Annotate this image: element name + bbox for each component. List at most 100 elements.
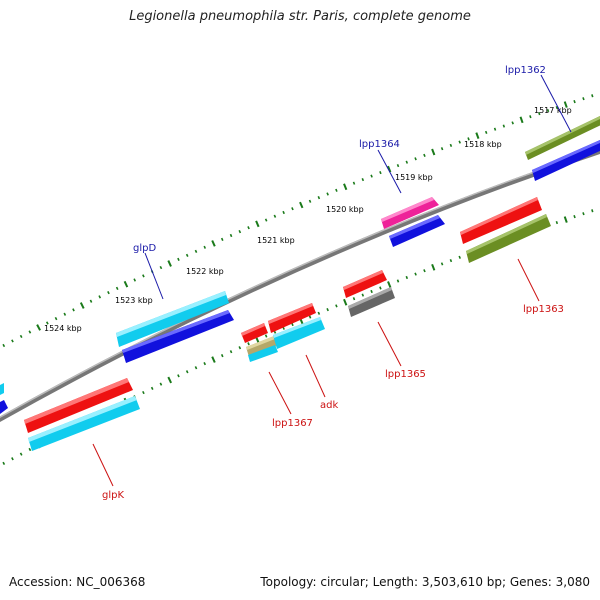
tick-mark (107, 291, 110, 295)
tick-mark (475, 132, 480, 139)
tick-mark (396, 279, 400, 283)
kbp-label: 1521 kbp (257, 236, 295, 245)
tick-mark (582, 212, 585, 216)
gene-feature[interactable] (389, 215, 445, 247)
kbp-label: 1517 kbp (534, 106, 572, 115)
tick-mark (28, 447, 32, 452)
tick-mark (282, 210, 285, 215)
tick-mark (458, 255, 461, 259)
tick-mark (563, 216, 568, 223)
tick-mark (203, 362, 207, 366)
genome-backbone (0, 148, 600, 423)
tick-mark (11, 339, 14, 343)
tick-mark (317, 311, 321, 315)
gene-label-lpp1367[interactable]: lpp1367 (272, 418, 313, 429)
genome-summary-text: Topology: circular; Length: 3,503,610 bp… (260, 575, 590, 589)
gene-label-lpp1362[interactable]: lpp1362 (505, 65, 546, 76)
tick-mark (335, 304, 338, 308)
tick-mark (484, 130, 488, 134)
tick-mark (19, 334, 23, 338)
tick-mark (123, 280, 129, 288)
tick-mark (423, 269, 426, 273)
gene-label-adk[interactable]: adk (320, 400, 338, 411)
gene-label-glpD[interactable]: glpD (133, 243, 156, 254)
tick-mark (519, 116, 524, 124)
accession-text: Accession: NC_006368 (9, 575, 146, 589)
tick-mark (194, 366, 198, 370)
tick-mark (133, 278, 137, 282)
gene-feature[interactable] (381, 197, 439, 229)
tick-mark (115, 286, 119, 291)
gene-feature[interactable] (273, 317, 325, 349)
tick-mark (238, 346, 242, 350)
kbp-label-group: 1517 kbp 1518 kbp 1519 kbp 1520 kbp 1521… (44, 106, 572, 333)
tick-mark (299, 201, 304, 209)
tick-mark (343, 183, 348, 191)
gene-feature[interactable] (348, 287, 395, 317)
gene-feature[interactable] (466, 214, 551, 263)
kbp-label: 1524 kbp (44, 324, 82, 333)
tick-mark (379, 286, 382, 290)
tick-mark (54, 316, 58, 321)
tick-mark (89, 299, 93, 303)
gene-feature[interactable] (343, 270, 387, 298)
tick-mark (264, 218, 268, 222)
tick-mark (511, 121, 514, 125)
tick-mark (352, 297, 356, 301)
tick-mark (370, 174, 373, 178)
tick-mark (167, 376, 173, 384)
tick-mark (414, 272, 417, 276)
gene-feature[interactable] (268, 303, 316, 333)
kbp-label: 1523 kbp (115, 296, 153, 305)
tick-mark (379, 171, 382, 175)
gene-label-lpp1364[interactable]: lpp1364 (359, 139, 400, 150)
tick-mark (36, 324, 41, 331)
tick-mark (2, 343, 6, 348)
tick-row-outer (2, 91, 600, 348)
tick-mark (431, 148, 436, 156)
gene-feature[interactable] (241, 323, 268, 343)
tick-mark (185, 253, 189, 257)
tick-mark (555, 106, 559, 110)
gene-feature[interactable] (28, 396, 140, 451)
tick-mark (555, 221, 559, 225)
tick-mark (142, 274, 145, 278)
tick-mark (177, 257, 180, 262)
tick-mark (308, 315, 312, 319)
tick-mark (387, 281, 392, 288)
gene-feature[interactable] (122, 310, 234, 363)
tick-mark (405, 160, 409, 164)
map-title: Legionella pneumophila str. Paris, compl… (129, 9, 471, 24)
tick-mark (264, 334, 268, 338)
tick-mark (159, 382, 163, 386)
tick-mark (255, 220, 260, 228)
tick-mark (11, 457, 14, 461)
tick-mark (291, 322, 294, 327)
tick-mark (308, 199, 312, 203)
tick-mark (28, 330, 32, 334)
tick-mark (458, 140, 461, 144)
tick-mark (211, 356, 216, 363)
gene-feature[interactable] (116, 291, 229, 347)
kbp-label: 1519 kbp (395, 173, 433, 182)
gene-feature[interactable] (248, 345, 278, 362)
tick-mark (63, 312, 67, 316)
tick-mark (396, 164, 400, 168)
tick-mark (98, 295, 102, 299)
gene-label-lpp1365[interactable]: lpp1365 (385, 369, 426, 380)
tick-mark (19, 452, 23, 456)
tick-mark (229, 350, 233, 354)
tick-mark (203, 245, 207, 249)
gene-label-glpK[interactable]: glpK (102, 490, 124, 501)
tick-mark (414, 157, 417, 161)
tick-mark (238, 229, 242, 234)
tick-mark (45, 321, 49, 325)
gene-label-lpp1363[interactable]: lpp1363 (523, 304, 564, 315)
tick-mark (529, 115, 532, 119)
gene-feature[interactable] (24, 378, 133, 433)
gene-feature[interactable] (460, 197, 542, 244)
tick-mark (317, 195, 321, 200)
tick-mark (194, 249, 198, 253)
tick-mark (150, 386, 154, 390)
